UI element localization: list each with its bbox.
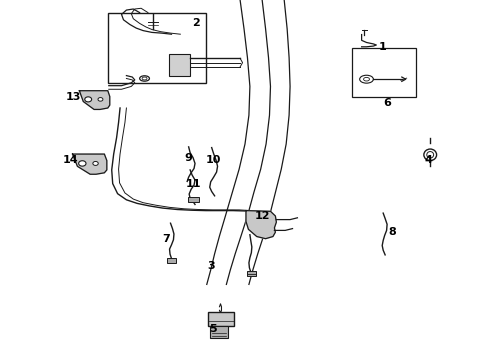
Text: 9: 9 xyxy=(185,153,193,163)
Text: 12: 12 xyxy=(254,211,270,221)
Text: 7: 7 xyxy=(163,234,171,244)
Polygon shape xyxy=(73,154,107,174)
Ellipse shape xyxy=(85,97,92,102)
Bar xyxy=(352,48,416,97)
Text: 11: 11 xyxy=(186,179,201,189)
Text: 14: 14 xyxy=(62,155,78,165)
Text: 6: 6 xyxy=(383,98,391,108)
Text: 13: 13 xyxy=(66,92,81,102)
Text: 8: 8 xyxy=(388,227,396,237)
Polygon shape xyxy=(79,91,110,109)
Bar xyxy=(108,13,206,83)
Polygon shape xyxy=(246,211,276,239)
Text: 10: 10 xyxy=(205,155,221,165)
Ellipse shape xyxy=(78,161,86,166)
Ellipse shape xyxy=(142,77,147,80)
Bar xyxy=(210,326,228,338)
Bar xyxy=(208,312,234,326)
Text: 2: 2 xyxy=(192,18,200,28)
Bar xyxy=(188,197,199,202)
Bar xyxy=(167,258,176,263)
Ellipse shape xyxy=(98,98,103,101)
Text: 5: 5 xyxy=(209,324,217,334)
Bar xyxy=(247,271,256,276)
Text: 3: 3 xyxy=(207,261,215,271)
Ellipse shape xyxy=(93,161,98,165)
Text: 4: 4 xyxy=(425,155,433,165)
Text: 1: 1 xyxy=(378,42,386,52)
Bar xyxy=(169,54,190,76)
